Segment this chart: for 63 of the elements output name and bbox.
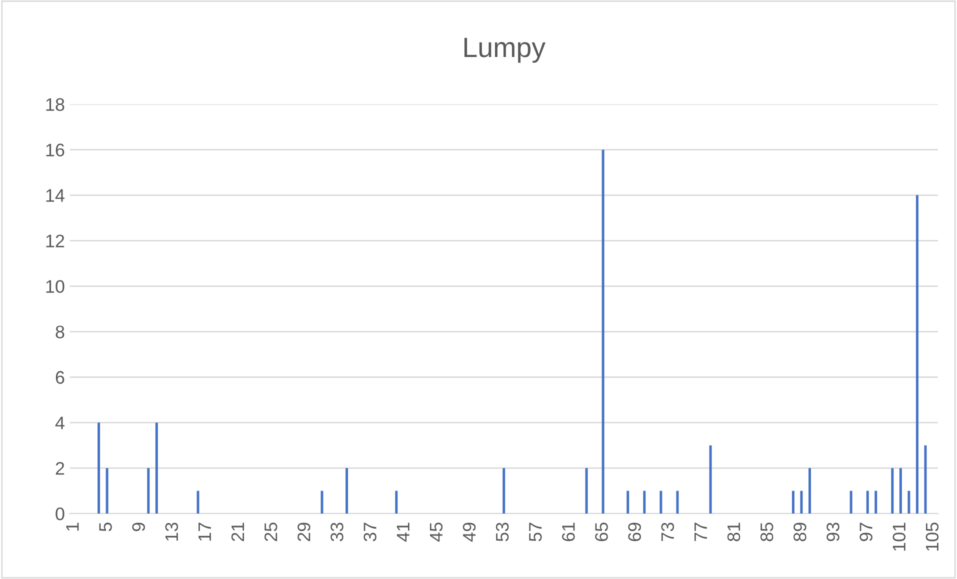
bar (874, 490, 878, 514)
chart-title: Lumpy (464, 38, 546, 63)
bar (850, 490, 852, 514)
x-tick-label: 89 (794, 522, 806, 542)
x-tick-label: 77 (694, 522, 707, 542)
bar (106, 468, 108, 514)
x-tick-label: 1 (66, 522, 79, 531)
y-tick-label: 6 (56, 371, 64, 384)
x-tick-label: 9 (132, 522, 145, 532)
x-tick-label: 69 (628, 522, 641, 542)
bar (808, 468, 811, 514)
bar (346, 468, 348, 514)
x-tick-label: 45 (430, 522, 443, 542)
bar (602, 150, 604, 514)
x-tick-label: 61 (562, 522, 575, 542)
bar (643, 490, 646, 514)
x-tick-label: 5 (99, 522, 112, 532)
x-tick-label: 13 (165, 522, 178, 541)
bar (395, 490, 398, 514)
y-tick-label: 12 (46, 234, 64, 248)
x-tick-label: 97 (860, 522, 872, 542)
bar (155, 422, 158, 514)
x-tick-label: 37 (364, 522, 376, 542)
bar (709, 445, 712, 514)
bar (899, 468, 902, 514)
x-tick-label: 65 (595, 522, 608, 542)
y-tick-label: 10 (46, 280, 64, 293)
x-tick-label: 57 (529, 522, 542, 542)
x-tick-label: 53 (496, 522, 509, 542)
y-tick-label: 18 (46, 98, 64, 111)
x-tick-label: 33 (330, 522, 344, 542)
x-tick-label: 81 (727, 522, 740, 542)
x-tick-label: 29 (298, 522, 310, 542)
x-tick-label: 73 (661, 522, 674, 542)
bar (626, 490, 630, 514)
y-tick-label: 4 (55, 416, 64, 430)
bar (676, 490, 679, 514)
bar (908, 490, 910, 514)
bar (792, 490, 794, 514)
x-tick-label: 101 (892, 522, 906, 551)
y-tick-label: 0 (56, 508, 64, 520)
bar (660, 490, 662, 514)
bar (866, 490, 869, 514)
y-tick-label: 14 (46, 189, 64, 202)
x-tick-label: 105 (926, 522, 939, 551)
bar (147, 468, 150, 514)
bar (502, 468, 506, 514)
x-tick-label: 17 (198, 522, 211, 541)
x-tick-label: 41 (396, 522, 410, 542)
y-tick-label: 16 (46, 144, 64, 156)
bar (585, 468, 588, 514)
x-tick-label: 25 (264, 522, 278, 542)
bar (891, 468, 894, 514)
bar (98, 422, 100, 514)
y-tick-label: 8 (56, 326, 64, 338)
x-tick-label: 85 (760, 522, 774, 542)
bar (800, 490, 803, 514)
bar (924, 445, 927, 514)
x-tick-label: 21 (231, 522, 244, 542)
x-tick-label: 49 (462, 522, 476, 542)
y-tick-label: 2 (56, 462, 64, 475)
bar (916, 195, 918, 514)
x-tick-label: 93 (826, 522, 840, 542)
